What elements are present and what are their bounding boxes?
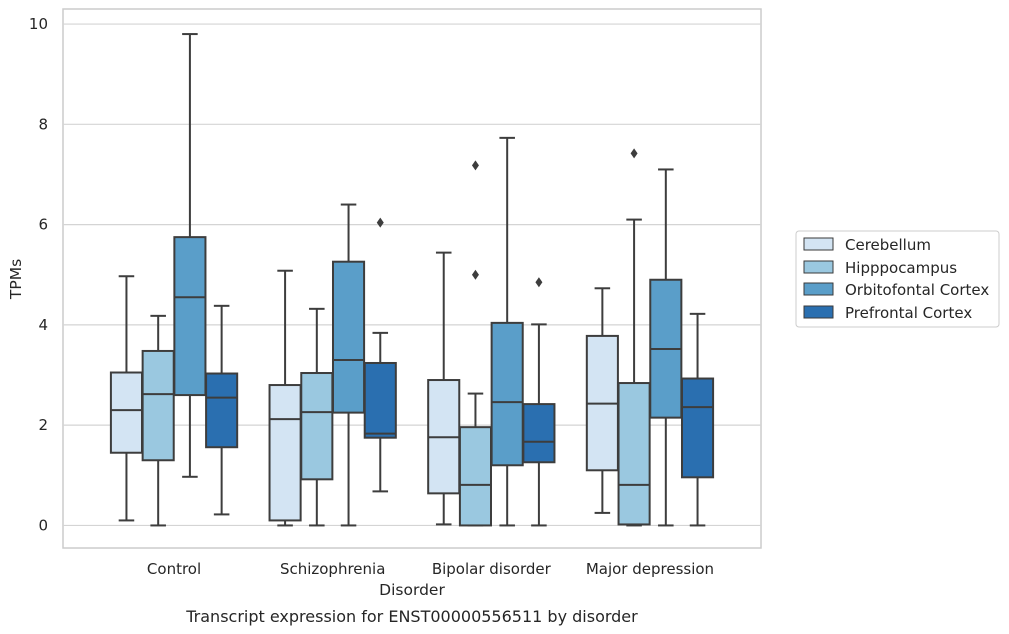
box-c0-s1 bbox=[141, 349, 175, 462]
box-c0-s2 bbox=[173, 236, 207, 397]
legend-swatch-hippocampus bbox=[803, 260, 834, 274]
legend-label-cerebellum: Cerebellum bbox=[845, 236, 931, 254]
x-tick-label-1: Schizophrenia bbox=[280, 560, 385, 578]
legend-label-prefrontal: Prefrontal Cortex bbox=[845, 304, 972, 322]
box-c0-s3 bbox=[205, 372, 239, 449]
outlier-c2-s1-1 bbox=[471, 160, 479, 171]
x-axis-label: Disorder bbox=[379, 581, 445, 599]
plot-area bbox=[62, 8, 762, 549]
y-tick-label-8: 8 bbox=[38, 115, 48, 133]
x-tick-label-3: Major depression bbox=[586, 560, 714, 578]
y-tick-label-4: 4 bbox=[38, 316, 48, 334]
y-tick-label-10: 10 bbox=[29, 15, 48, 33]
legend-swatch-orbitofrontal bbox=[803, 282, 834, 296]
outlier-c3-s1-0 bbox=[630, 148, 638, 159]
legend-label-hippocampus: Hipppocampus bbox=[845, 259, 957, 277]
outlier-c1-s3-0 bbox=[376, 217, 384, 228]
outlier-c2-s1-0 bbox=[471, 269, 479, 280]
box-c2-s1 bbox=[458, 426, 493, 527]
y-tick-label-2: 2 bbox=[38, 416, 48, 434]
box-c1-s2 bbox=[331, 260, 366, 414]
outlier-c2-s3-0 bbox=[535, 277, 543, 288]
legend-swatch-prefrontal bbox=[803, 305, 834, 319]
x-tick-label-2: Bipolar disorder bbox=[432, 560, 552, 578]
box-c2-s2 bbox=[490, 321, 524, 467]
y-axis-ticks: 0 2 4 6 8 10 bbox=[29, 15, 48, 534]
legend-label-orbitofrontal: Orbitofontal Cortex bbox=[845, 281, 989, 299]
box-c1-s0 bbox=[268, 384, 302, 522]
x-tick-label-0: Control bbox=[147, 560, 201, 578]
y-axis-label: TPMs bbox=[7, 259, 25, 300]
box-c3-s3 bbox=[680, 377, 715, 479]
legend-swatch-cerebellum bbox=[803, 237, 834, 251]
box-c3-s1 bbox=[617, 382, 651, 526]
chart-caption: Transcript expression for ENST0000055651… bbox=[185, 607, 638, 626]
box-c1-s3 bbox=[363, 361, 397, 439]
y-tick-label-0: 0 bbox=[38, 516, 48, 534]
box-c0-s0 bbox=[109, 371, 144, 454]
box-c2-s3 bbox=[522, 403, 556, 464]
box-groups bbox=[109, 33, 715, 527]
y-tick-label-6: 6 bbox=[38, 216, 48, 234]
box-c1-s1 bbox=[300, 372, 334, 481]
legend-frame bbox=[795, 230, 1000, 328]
legend: Cerebellum Hipppocampus Orbitofontal Cor… bbox=[795, 230, 1000, 328]
x-axis-ticks: Control Schizophrenia Bipolar disorder Majo… bbox=[147, 560, 714, 578]
